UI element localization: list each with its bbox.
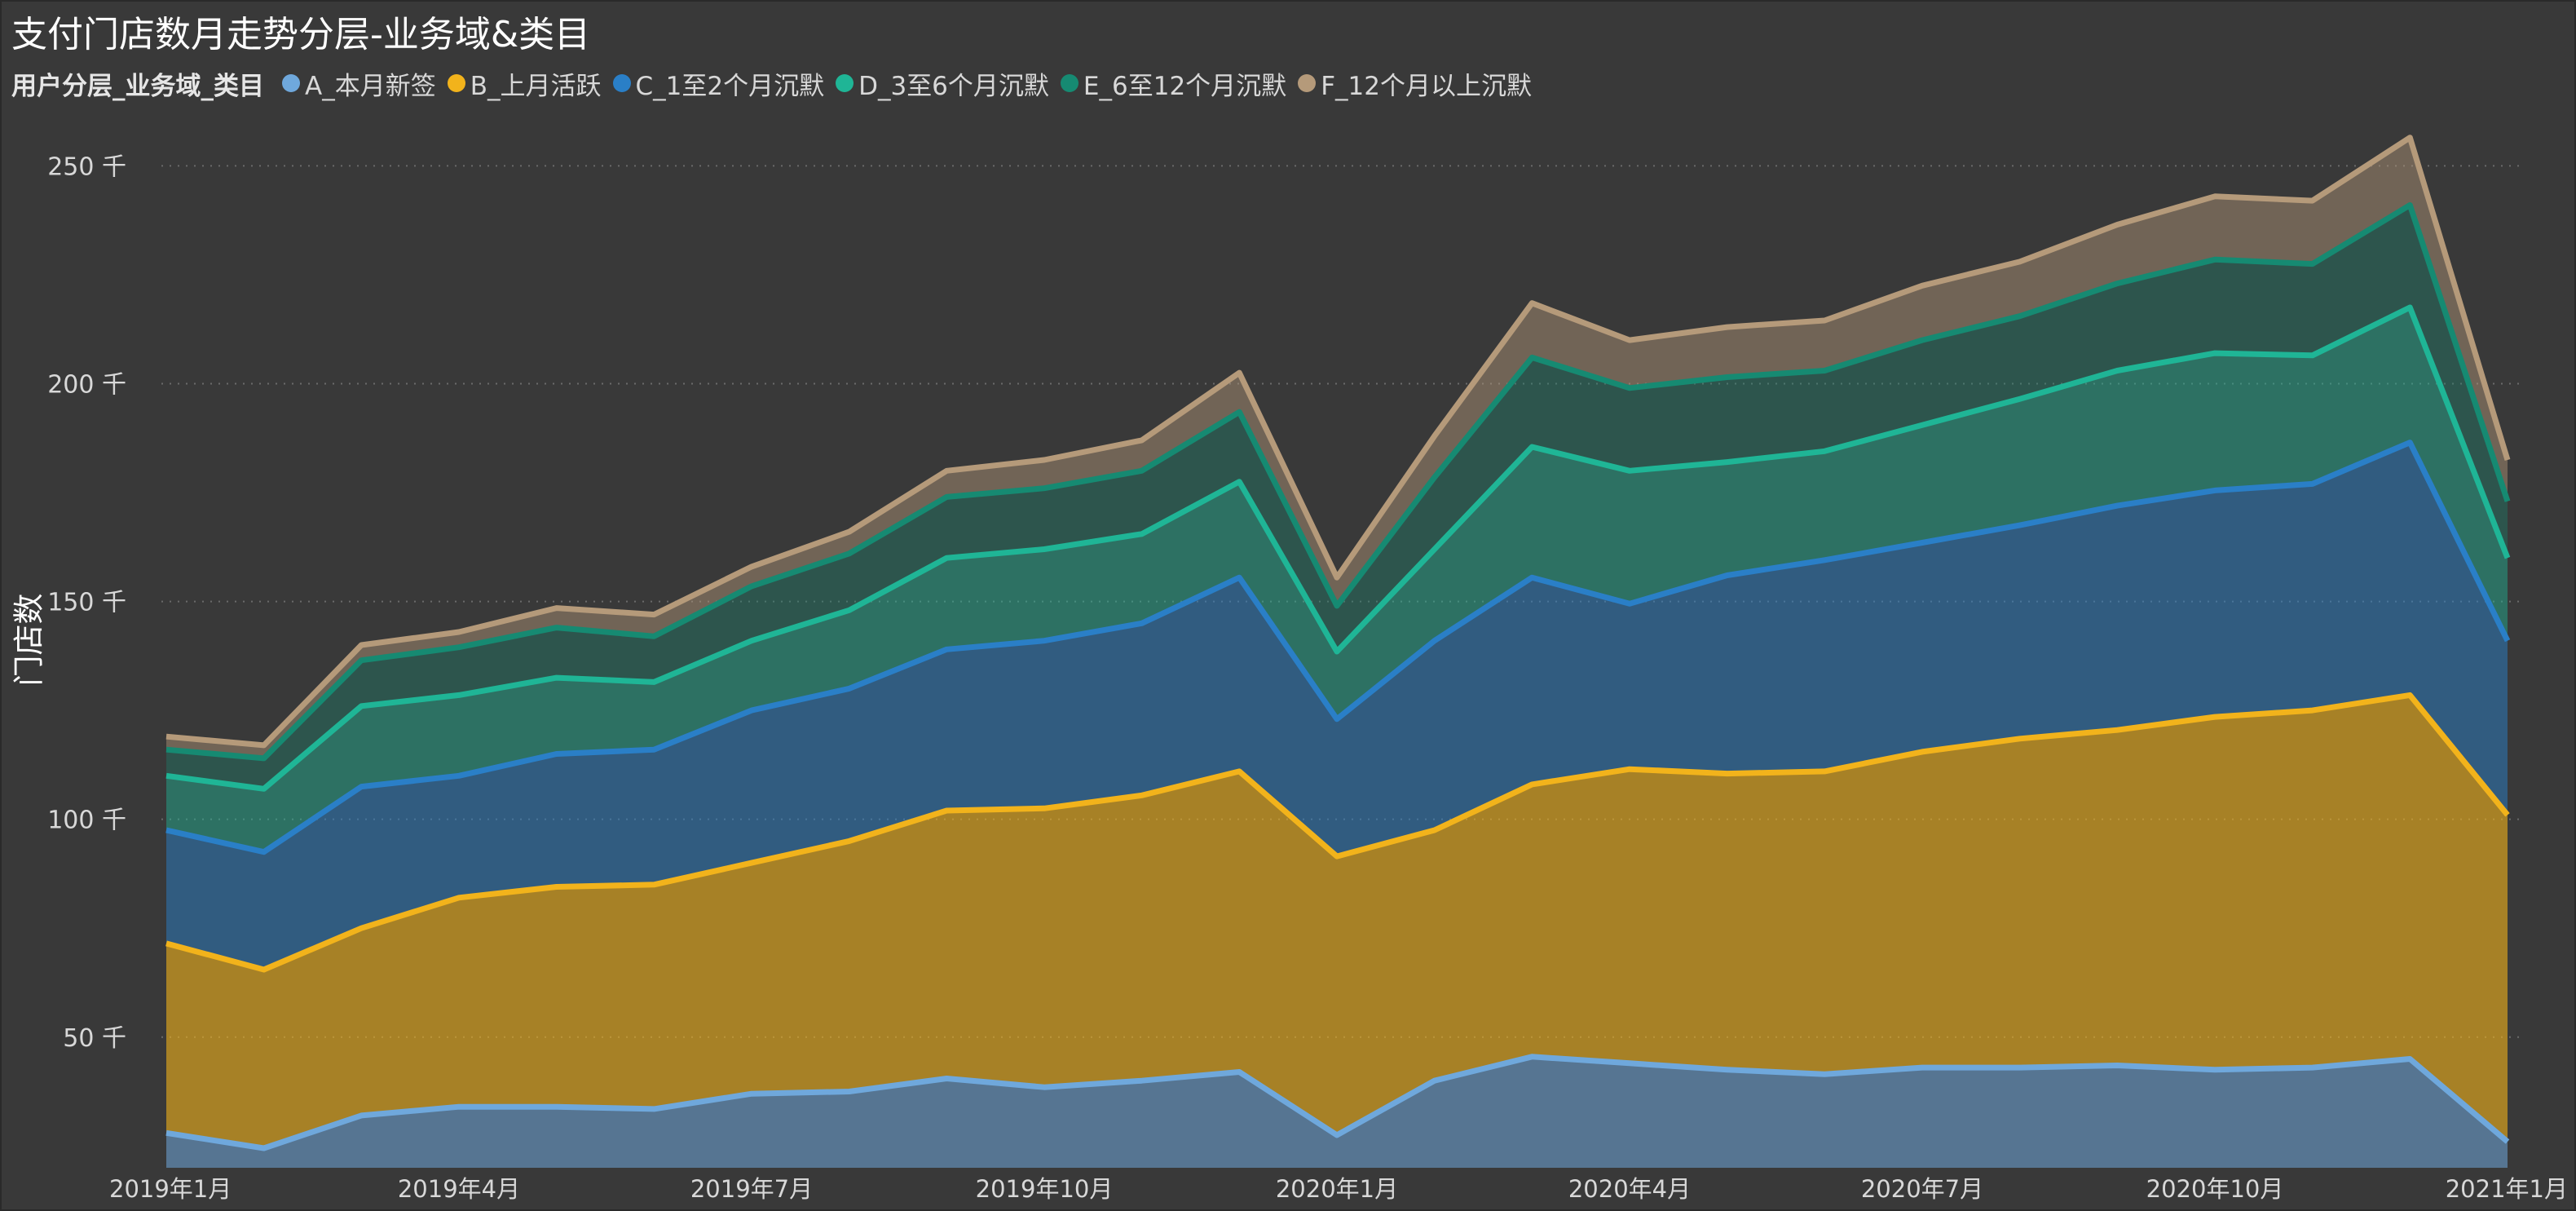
legend-item-2[interactable]: B_上月活跃 [447,65,602,102]
legend-marker-icon [836,74,854,92]
legend-item-1[interactable]: A_本月新签 [282,65,436,102]
legend-item-5[interactable]: E_6至12个月沉默 [1060,65,1287,102]
legend-label: D_3至6个月沉默 [858,71,1049,101]
legend-label: F_12个月以上沉默 [1321,71,1532,101]
y-tick-label: 100 千 [47,807,126,835]
legend-label: B_上月活跃 [470,71,602,101]
legend-title: 用户分层_业务域_类目 [11,71,264,101]
legend-label: A_本月新签 [305,71,436,101]
x-tick-label: 2020年1月 [1276,1175,1398,1203]
legend: 用户分层_业务域_类目 A_本月新签 B_上月活跃 C_1至2个月沉默 D_3至6个月… [11,65,1543,101]
series-line-6 [165,135,2511,749]
area-1 [166,1056,2508,1168]
chart-title: 支付门店数月走势分层-业务域&类目 [11,14,591,55]
area-5 [166,205,2508,789]
legend-item-3[interactable]: C_1至2个月沉默 [612,65,825,102]
legend-label: C_1至2个月沉默 [635,71,825,101]
area-2 [166,695,2508,1148]
x-tick-label: 2019年4月 [398,1175,520,1203]
x-tick-label: 2019年7月 [690,1175,813,1203]
x-tick-label: 2020年7月 [1861,1175,1983,1203]
area-4 [166,307,2508,852]
series-line-2 [165,692,2510,973]
series-line-5 [165,202,2511,762]
y-tick-label: 50 千 [63,1024,126,1053]
y-tick-label: 200 千 [47,371,126,400]
legend-item-6[interactable]: F_12个月以上沉默 [1298,65,1532,102]
x-tick-label: 2020年4月 [1568,1175,1691,1203]
area-6 [166,137,2508,758]
legend-marker-icon [1298,74,1317,92]
area-3 [166,442,2508,970]
areas [166,137,2508,1168]
x-tick-label: 2019年1月 [109,1175,232,1203]
legend-items: A_本月新签 B_上月活跃 C_1至2个月沉默 D_3至6个月沉默 E_6至12个月沉默… [282,65,1543,102]
legend-item-4[interactable]: D_3至6个月沉默 [836,65,1049,102]
legend-marker-icon [447,74,465,92]
series-line-4 [165,304,2511,792]
legend-marker-icon [282,74,300,92]
legend-label: E_6至12个月沉默 [1083,71,1287,101]
series-line-3 [165,440,2511,855]
legend-marker-icon [612,74,631,92]
series-line-1 [165,1054,2510,1151]
legend-marker-icon [1060,74,1078,92]
series-lines [165,135,2511,1151]
x-tick-label: 2019年10月 [976,1175,1114,1203]
x-tick-label: 2020年10月 [2146,1175,2284,1203]
x-tick-label: 2021年1月 [2446,1175,2568,1203]
y-tick-label: 150 千 [47,589,126,617]
y-tick-label: 250 千 [47,152,126,181]
